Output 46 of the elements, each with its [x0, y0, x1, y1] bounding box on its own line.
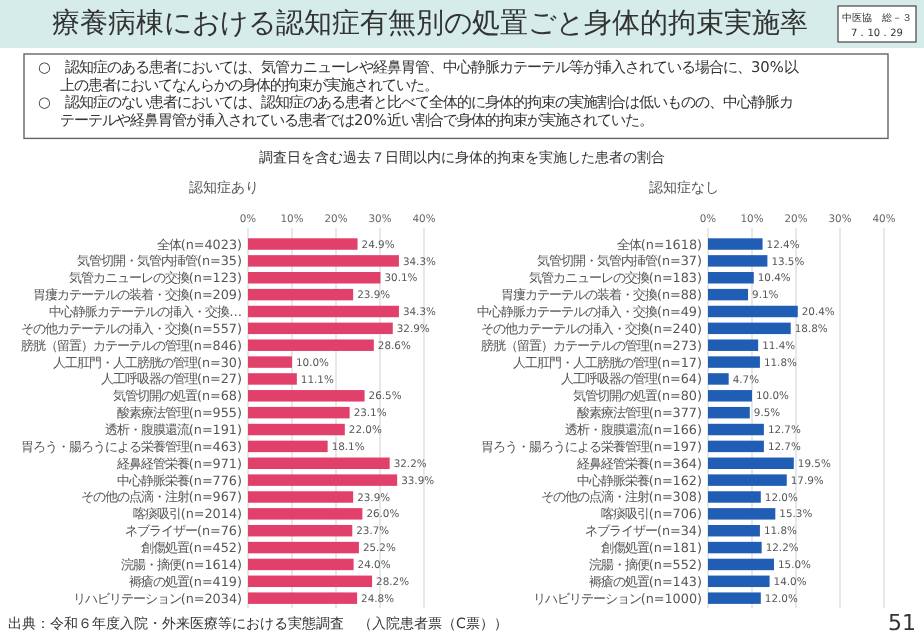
- bar: [708, 272, 754, 284]
- bar: [248, 356, 292, 368]
- bar: [708, 238, 763, 250]
- bar: [248, 272, 381, 284]
- bar: [248, 592, 358, 604]
- bar: [248, 491, 354, 503]
- bar: [248, 541, 359, 554]
- bar: [248, 575, 373, 588]
- bar: [708, 406, 750, 419]
- bar: [708, 474, 787, 486]
- bar: [248, 474, 398, 486]
- bar: [708, 373, 729, 385]
- bar: [708, 390, 752, 402]
- bar: [708, 440, 764, 453]
- bar: [708, 339, 759, 351]
- bar: [708, 592, 761, 604]
- bar: [248, 558, 354, 571]
- bar: [248, 440, 328, 453]
- bar: [708, 558, 774, 571]
- text: 51: [888, 610, 916, 636]
- bar: [708, 356, 760, 368]
- bar: [248, 339, 374, 351]
- bar: [248, 390, 365, 402]
- bar: [248, 322, 393, 335]
- bar: [708, 457, 794, 469]
- bar: [708, 322, 791, 335]
- bar: [248, 288, 354, 301]
- bar: [708, 288, 749, 301]
- bar: [248, 406, 350, 419]
- bar: [708, 524, 760, 537]
- bar: [708, 255, 768, 267]
- bar: [708, 508, 776, 520]
- bar: [248, 423, 345, 436]
- bar: [248, 238, 358, 250]
- bar: [248, 508, 363, 520]
- bar: [248, 255, 399, 267]
- bar: [708, 305, 798, 318]
- bar: [708, 541, 762, 554]
- bar: [708, 423, 764, 436]
- bar: [248, 524, 353, 537]
- bar: [248, 305, 399, 318]
- bar: [248, 373, 297, 385]
- bar: [248, 457, 390, 469]
- bar: [708, 491, 761, 503]
- bar: [708, 575, 770, 588]
- text: 療養病棟における認知症有無別の処置ごと身体的拘束実施率: [52, 8, 808, 40]
